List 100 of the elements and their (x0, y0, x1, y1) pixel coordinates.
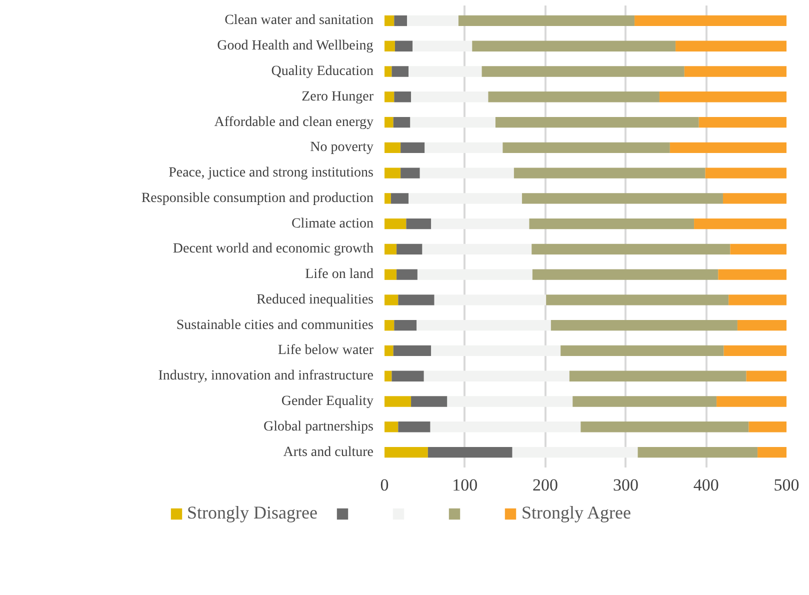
bar (488, 92, 660, 102)
bar (384, 168, 401, 178)
bar (580, 422, 749, 432)
bar (502, 142, 670, 153)
bar (396, 269, 418, 280)
y-tick-label: Clean water and sanitation (224, 13, 374, 28)
y-tick-label: Global partnerships (263, 419, 374, 434)
bar (428, 446, 512, 458)
bar (698, 116, 786, 128)
bar (416, 320, 551, 331)
bar (411, 396, 448, 407)
y-tick-label: Arts and culture (283, 444, 374, 460)
bar (384, 294, 398, 306)
bar (384, 396, 412, 407)
bar (384, 345, 394, 356)
bar (546, 294, 729, 306)
bar (407, 15, 458, 26)
bar (716, 396, 786, 407)
bar (400, 168, 420, 178)
bar (384, 40, 395, 52)
bar (572, 396, 717, 407)
bar (424, 370, 570, 382)
bar (412, 40, 472, 52)
y-tick-label: Industry, innovation and infrastructure (158, 368, 374, 384)
bar (384, 320, 394, 331)
y-tick-label: Affordable and clean energy (214, 114, 374, 130)
bar (746, 370, 786, 382)
bar (390, 193, 409, 204)
bar (384, 15, 394, 26)
x-tick-label: 300 (612, 476, 638, 494)
bar (638, 446, 758, 458)
bar (424, 142, 503, 153)
bar (676, 40, 786, 52)
bar (406, 218, 432, 230)
x-tick-label: 400 (693, 476, 719, 494)
bar (400, 142, 425, 153)
bar (384, 142, 401, 153)
bar (417, 269, 532, 280)
bar (514, 168, 706, 178)
bar (532, 244, 730, 255)
legend-label: Strongly Agree (521, 502, 631, 524)
bar (384, 66, 392, 77)
y-tick-label: Peace, juctice and strong institutions (168, 166, 374, 181)
bar (394, 320, 417, 331)
bar (384, 116, 394, 128)
y-tick-label: Life on land (305, 267, 374, 282)
bar (396, 244, 422, 255)
bar (398, 422, 430, 432)
x-tick-label: 100 (452, 476, 478, 494)
bar (430, 422, 581, 432)
bar (550, 320, 738, 331)
bar (670, 142, 786, 153)
bar (408, 66, 482, 77)
y-tick-label: Zero Hunger (302, 89, 374, 104)
bar (410, 116, 496, 128)
y-tick-label: Decent world and economic growth (172, 242, 374, 257)
y-tick-label: Responsible consumption and production (141, 190, 374, 206)
bar (384, 92, 394, 102)
y-tick-label: Gender Equality (281, 394, 374, 409)
bar (384, 269, 397, 280)
x-tick-label: 0 (380, 476, 389, 494)
bar (522, 193, 723, 204)
y-tick-label: No poverty (310, 140, 374, 156)
bar (392, 66, 409, 77)
bar (730, 244, 786, 255)
bar (529, 218, 694, 230)
legend-label: Strongly Disagree (187, 502, 318, 524)
bar (384, 370, 392, 382)
bar (384, 244, 397, 255)
bar (722, 193, 786, 204)
bar (398, 294, 434, 306)
bar (560, 345, 724, 356)
bar (408, 193, 522, 204)
bar (482, 66, 684, 77)
bar (431, 345, 561, 356)
bar (532, 269, 718, 280)
bar (458, 15, 635, 26)
bar (472, 40, 676, 52)
bar (394, 92, 412, 102)
bar (724, 345, 786, 356)
bar (684, 66, 786, 77)
bar (384, 218, 406, 230)
x-tick-label: 200 (532, 476, 558, 494)
bar (512, 446, 638, 458)
bar (705, 168, 786, 178)
y-tick-label: Climate action (291, 216, 374, 232)
bar (384, 193, 391, 204)
bar (420, 168, 514, 178)
bar (718, 269, 786, 280)
bar (659, 92, 786, 102)
y-tick-label: Good Health and Wellbeing (217, 38, 374, 54)
bar (392, 370, 424, 382)
bar (758, 446, 786, 458)
bar (384, 446, 428, 458)
bar (384, 422, 398, 432)
y-tick-label: Quality Education (271, 64, 374, 79)
bar (422, 244, 532, 255)
bar (634, 15, 786, 26)
bar (394, 40, 413, 52)
bar (394, 15, 408, 26)
